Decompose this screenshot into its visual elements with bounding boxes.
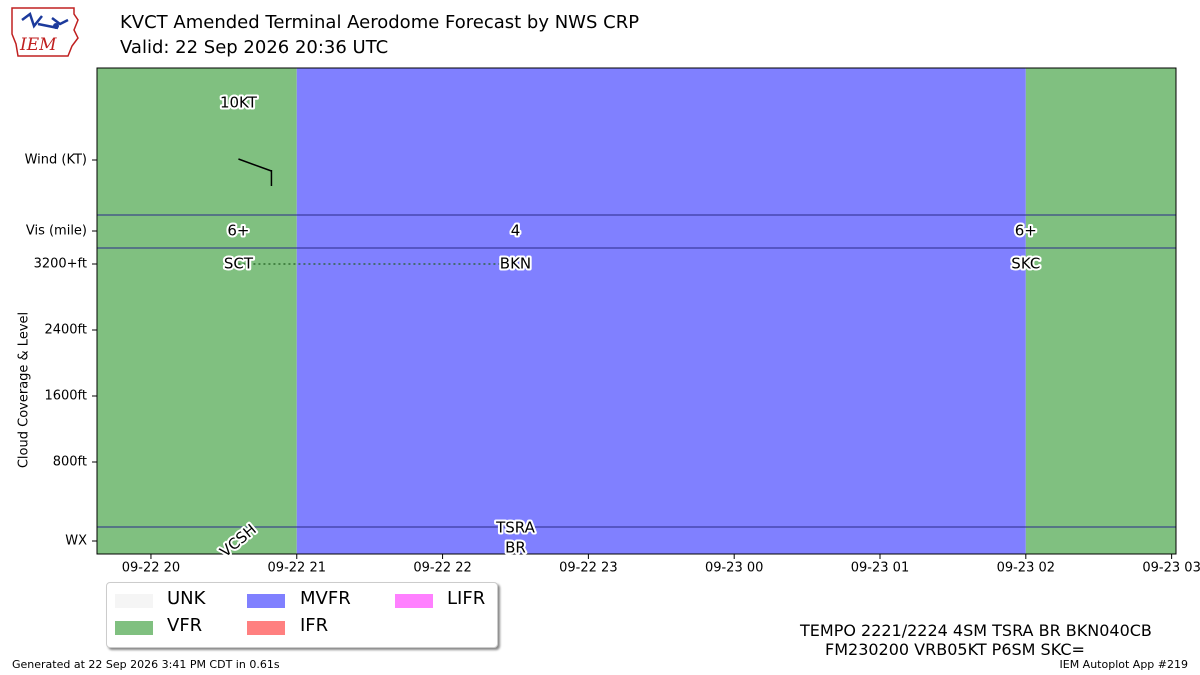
legend-label-ifr: IFR (300, 615, 329, 636)
period-vfr-0 (97, 68, 297, 554)
wind-label-0: 10KT (220, 94, 258, 112)
period-vfr-2 (1025, 68, 1176, 554)
legend-swatch-unk (115, 594, 153, 608)
legend-swatch-lifr (395, 594, 433, 608)
legend-swatch-vfr (115, 621, 153, 635)
chart-subtitle: Valid: 22 Sep 2026 20:36 UTC (120, 37, 389, 58)
wind-barb-staff-0 (238, 158, 272, 172)
plot-frame (96, 67, 1177, 555)
legend-label-mvfr: MVFR (300, 588, 351, 609)
app-id: IEM Autoplot App #219 (1059, 658, 1189, 671)
xtick-label-2: 09-22 22 (413, 561, 471, 576)
legend-swatch-ifr (247, 621, 285, 635)
taf-text-line1: TEMPO 2221/2224 4SM TSRA BR BKN040CB (800, 621, 1152, 640)
xtick-label-1: 09-22 21 (268, 561, 326, 576)
wx-label-1-line-1: BR (505, 539, 526, 557)
xtick-label-4: 09-23 00 (705, 561, 763, 576)
vis-label-2: 6+ (1015, 222, 1037, 240)
wx-label-1-line-0: TSRA (495, 519, 535, 537)
chart-title: KVCT Amended Terminal Aerodome Forecast … (120, 12, 640, 33)
legend-label-unk: UNK (167, 588, 206, 609)
logo-text: IEM (19, 35, 57, 55)
iem-logo: IEM (8, 4, 82, 58)
cloud-label-2: SKC (1011, 255, 1040, 273)
legend: UNK MVFR LIFR VFR IFR (106, 582, 498, 648)
legend-swatch-mvfr (247, 594, 285, 608)
ytick-cloud-2-label: 1600ft (44, 389, 87, 404)
vis-label-1: 4 (511, 222, 521, 240)
xtick-label-0: 09-22 20 (122, 561, 180, 576)
y-axis-label: Cloud Coverage & Level (17, 312, 32, 468)
ytick-cloud-3-label: 800ft (53, 455, 87, 470)
ytick-wind-label: Wind (KT) (25, 153, 87, 168)
ytick-wx-label: WX (65, 534, 87, 549)
generated-timestamp: Generated at 22 Sep 2026 3:41 PM CDT in … (12, 658, 280, 671)
vis-label-0: 6+ (227, 222, 249, 240)
period-mvfr-1 (296, 68, 1026, 554)
taf-text-line2: FM230200 VRB05KT P6SM SKC= (825, 640, 1085, 659)
xtick-label-7: 09-23 03 (1142, 561, 1200, 576)
ytick-cloud-1-label: 2400ft (44, 323, 87, 338)
cloud-label-1: BKN (500, 255, 531, 273)
legend-label-lifr: LIFR (447, 588, 486, 609)
xtick-label-6: 09-23 02 (997, 561, 1055, 576)
cloud-label-0: SCT (224, 255, 254, 273)
xtick-label-5: 09-23 01 (851, 561, 909, 576)
legend-label-vfr: VFR (167, 615, 203, 636)
xtick-label-3: 09-22 23 (559, 561, 617, 576)
ytick-vis-label: Vis (mile) (26, 224, 87, 239)
ytick-cloud-0-label: 3200+ft (34, 257, 87, 272)
